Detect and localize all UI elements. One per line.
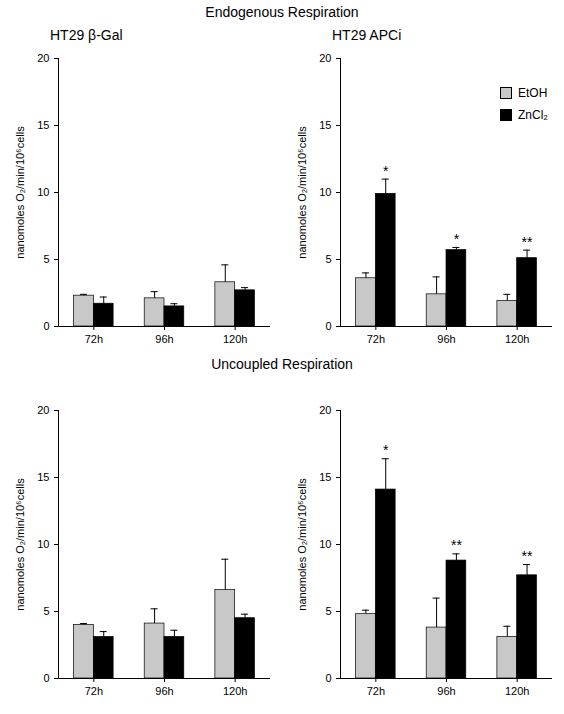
svg-text:15: 15 bbox=[37, 119, 49, 131]
svg-text:*: * bbox=[383, 442, 389, 458]
svg-text:0: 0 bbox=[43, 320, 49, 332]
svg-text:5: 5 bbox=[325, 253, 331, 265]
svg-text:10: 10 bbox=[37, 186, 49, 198]
svg-text:15: 15 bbox=[319, 119, 331, 131]
svg-text:15: 15 bbox=[319, 471, 331, 483]
svg-text:72h: 72h bbox=[85, 333, 103, 345]
svg-text:120h: 120h bbox=[505, 333, 529, 345]
svg-text:20: 20 bbox=[319, 404, 331, 416]
svg-text:72h: 72h bbox=[85, 685, 103, 697]
svg-text:10: 10 bbox=[319, 186, 331, 198]
svg-text:120h: 120h bbox=[223, 685, 247, 697]
svg-text:96h: 96h bbox=[437, 333, 455, 345]
svg-text:*: * bbox=[454, 231, 460, 247]
svg-text:96h: 96h bbox=[437, 685, 455, 697]
svg-text:0: 0 bbox=[325, 320, 331, 332]
svg-text:0: 0 bbox=[43, 672, 49, 684]
html-text:ZnCl₂: ZnCl₂ bbox=[518, 108, 548, 122]
svg-text:15: 15 bbox=[37, 471, 49, 483]
svg-text:*: * bbox=[383, 163, 389, 179]
svg-text:20: 20 bbox=[319, 52, 331, 64]
svg-text:nanomoles O₂/min/10⁶cells: nanomoles O₂/min/10⁶cells bbox=[296, 126, 308, 259]
svg-text:0: 0 bbox=[325, 672, 331, 684]
svg-text:10: 10 bbox=[319, 538, 331, 550]
html-text:Endogenous Respiration: Endogenous Respiration bbox=[205, 4, 359, 20]
html-text:HT29 β-Gal: HT29 β-Gal bbox=[50, 27, 123, 43]
svg-text:nanomoles O₂/min/10⁶cells: nanomoles O₂/min/10⁶cells bbox=[14, 478, 26, 611]
svg-text:96h: 96h bbox=[155, 333, 173, 345]
svg-text:**: ** bbox=[451, 537, 462, 553]
html-text:EtOH: EtOH bbox=[518, 86, 548, 100]
svg-text:5: 5 bbox=[43, 605, 49, 617]
svg-text:96h: 96h bbox=[155, 685, 173, 697]
svg-text:72h: 72h bbox=[367, 333, 385, 345]
svg-text:120h: 120h bbox=[505, 685, 529, 697]
svg-text:120h: 120h bbox=[223, 333, 247, 345]
svg-text:20: 20 bbox=[37, 404, 49, 416]
svg-text:72h: 72h bbox=[367, 685, 385, 697]
svg-text:5: 5 bbox=[325, 605, 331, 617]
html-text:Uncoupled Respiration: Uncoupled Respiration bbox=[211, 356, 353, 372]
svg-text:**: ** bbox=[522, 548, 533, 564]
svg-text:20: 20 bbox=[37, 52, 49, 64]
svg-text:nanomoles O₂/min/10⁶cells: nanomoles O₂/min/10⁶cells bbox=[14, 126, 26, 259]
html-text:HT29 APCi: HT29 APCi bbox=[332, 27, 402, 43]
svg-text:10: 10 bbox=[37, 538, 49, 550]
svg-text:nanomoles O₂/min/10⁶cells: nanomoles O₂/min/10⁶cells bbox=[296, 478, 308, 611]
svg-text:**: ** bbox=[522, 234, 533, 250]
svg-text:5: 5 bbox=[43, 253, 49, 265]
